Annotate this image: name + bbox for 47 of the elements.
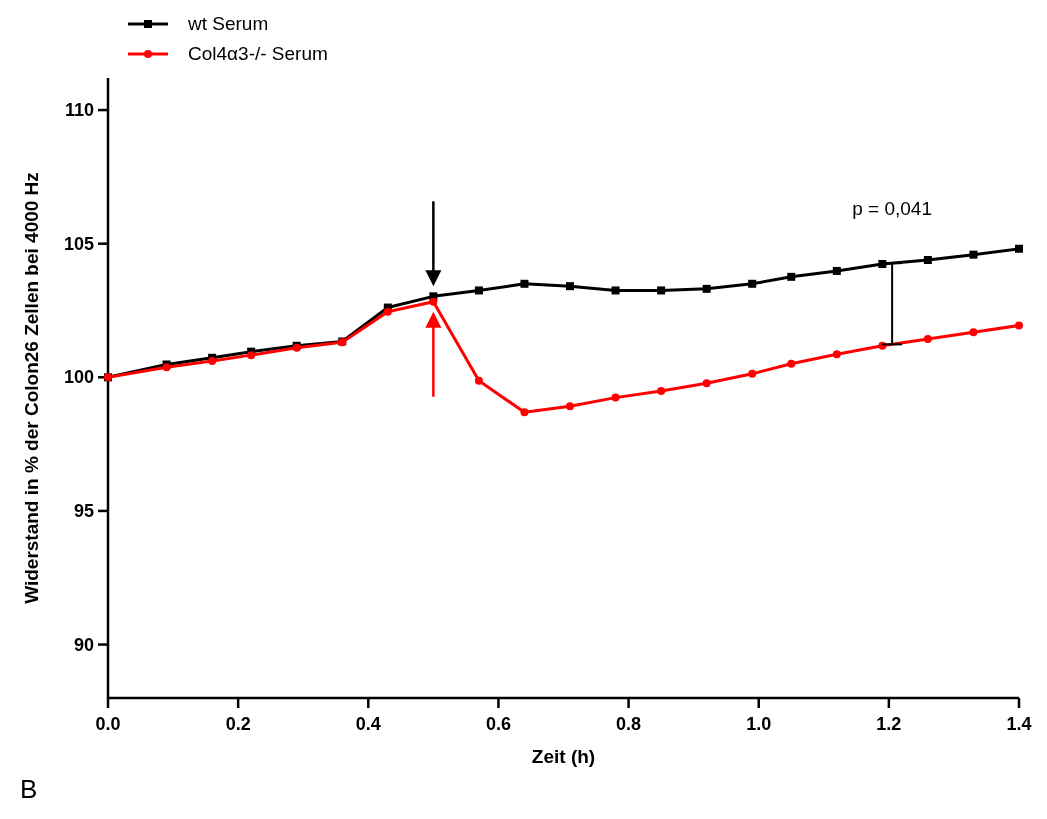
point [611, 286, 620, 295]
x-tick-label: 1.4 [1006, 714, 1032, 734]
legend-label: Col4α3-/- Serum [188, 43, 328, 64]
legend-label: wt Serum [187, 13, 269, 34]
point [520, 408, 529, 417]
point [748, 369, 757, 378]
point [702, 379, 711, 388]
y-axis-title: Widerstand in % der Colon26 Zellen bei 4000 Hz [21, 172, 42, 604]
x-tick-label: 0.6 [485, 714, 511, 734]
point [969, 328, 978, 337]
y-tick-label: 95 [73, 500, 94, 521]
x-tick-label: 1.2 [876, 714, 902, 734]
point [474, 286, 483, 295]
y-tick-label: 100 [63, 367, 94, 388]
text: B [20, 774, 38, 804]
point [787, 272, 796, 281]
x-tick-label: 0.8 [616, 714, 642, 734]
point [748, 279, 757, 288]
point [208, 357, 217, 366]
y-tick-label: 110 [64, 100, 94, 121]
point [566, 402, 575, 411]
point [1015, 244, 1023, 253]
x-tick-label: 0.2 [225, 714, 251, 734]
x-tick-label: 0.0 [95, 714, 121, 734]
x-tick-label: 1.0 [746, 714, 772, 734]
y-tick-label: 105 [63, 233, 94, 254]
point [702, 284, 711, 293]
point [611, 393, 620, 402]
point [247, 351, 256, 360]
point [383, 307, 392, 316]
point [1015, 321, 1023, 330]
point [923, 255, 932, 264]
point [832, 350, 841, 359]
point [787, 359, 796, 368]
y-tick-label: 90 [73, 634, 94, 655]
point [969, 250, 978, 259]
point [474, 376, 483, 385]
point [923, 335, 932, 344]
point [520, 279, 529, 288]
x-tick-label: 0.4 [355, 714, 381, 734]
x-axis-title: Zeit (h) [531, 746, 596, 767]
point [657, 286, 666, 295]
point [832, 266, 841, 275]
point [429, 297, 438, 306]
annotation: p = 0,041 [852, 198, 932, 220]
point [657, 386, 666, 395]
point [566, 282, 575, 291]
